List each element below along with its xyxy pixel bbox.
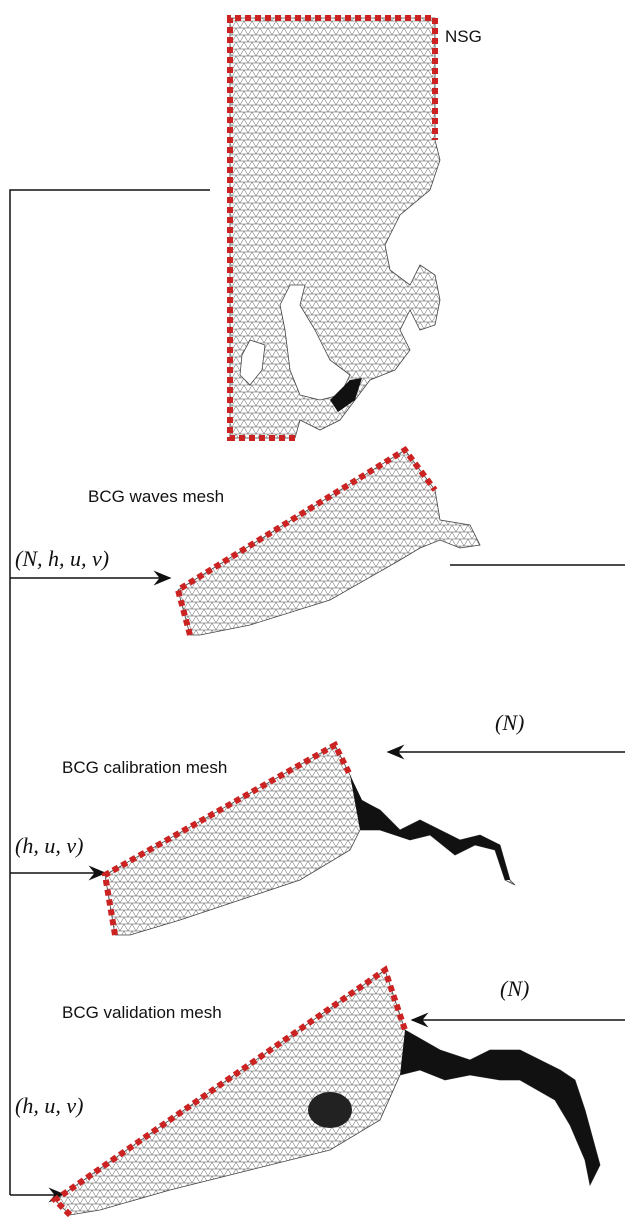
diagram: NSG BCG waves mesh (N, h, u, v) (N) BCG …: [0, 0, 625, 1218]
nsg-mesh: [230, 18, 440, 438]
river: [350, 775, 510, 880]
input-label: (N): [495, 710, 524, 735]
trunk-line: [10, 190, 210, 1195]
river: [400, 1030, 600, 1185]
mesh-label: BCG waves mesh: [88, 487, 224, 506]
dense-region: [308, 1092, 352, 1128]
mesh-label: NSG: [445, 27, 482, 46]
waves-mesh: [178, 450, 480, 635]
input-label: (N, h, u, v): [15, 546, 109, 571]
input-label: (h, u, v): [15, 1093, 83, 1118]
input-label: (h, u, v): [15, 833, 83, 858]
mesh-label: BCG validation mesh: [62, 1003, 222, 1022]
mesh: [178, 450, 480, 635]
input-label: (N): [500, 976, 529, 1001]
mesh-label: BCG calibration mesh: [62, 758, 227, 777]
